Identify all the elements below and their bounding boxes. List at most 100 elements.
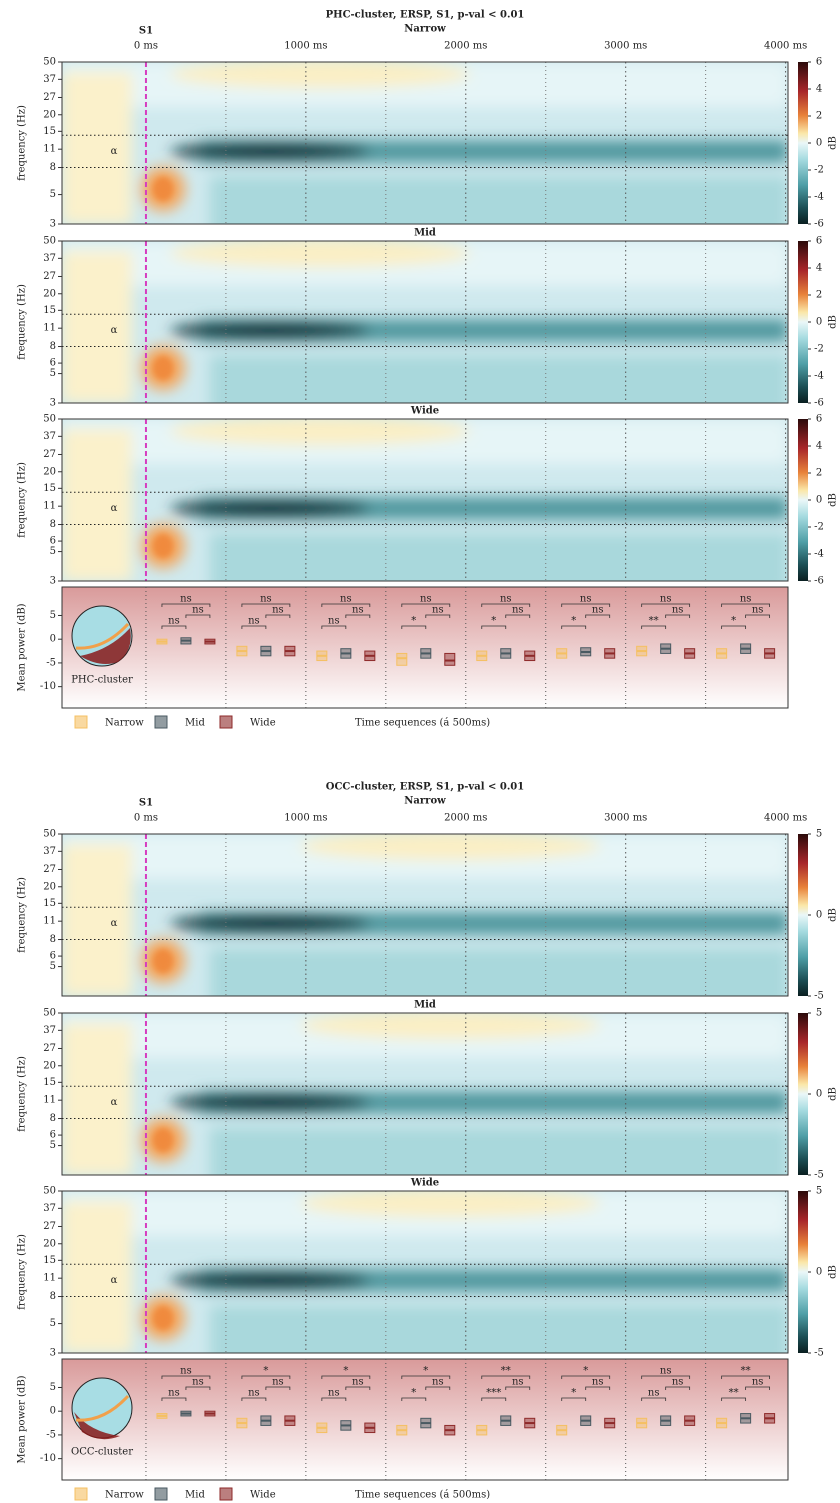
sig-bracket bbox=[505, 614, 531, 618]
colorbar-tick-label: -6 bbox=[814, 576, 824, 587]
legend-label: Narrow bbox=[105, 718, 144, 729]
sig-bracket bbox=[561, 625, 587, 629]
panel-label: Mid bbox=[414, 228, 436, 239]
sig-bracket bbox=[721, 1397, 747, 1401]
theta-core bbox=[153, 534, 173, 559]
freq-tick-label: 8 bbox=[50, 519, 56, 530]
sig-bracket bbox=[185, 614, 211, 618]
sig-bracket bbox=[425, 1386, 451, 1390]
sig-label: ns bbox=[192, 605, 204, 616]
sig-label: ns bbox=[660, 1366, 672, 1377]
panel-frame bbox=[61, 418, 789, 582]
panel-frame bbox=[61, 833, 789, 997]
colorbar-tick-label: -5 bbox=[814, 1348, 824, 1359]
sig-bracket bbox=[641, 1397, 667, 1401]
boxplot-x-label: Time sequences (á 500ms) bbox=[355, 718, 490, 729]
prestim-region bbox=[62, 251, 132, 403]
heatmap-blobs bbox=[62, 62, 788, 224]
sig-label: ns bbox=[580, 594, 592, 605]
sig-bracket bbox=[665, 614, 691, 618]
freq-tick-label: 6 bbox=[50, 536, 56, 547]
freq-tick-label: 20 bbox=[43, 881, 56, 892]
event-label: S1 bbox=[139, 26, 153, 37]
sig-label: ** bbox=[729, 1388, 739, 1399]
freq-tick-label: 11 bbox=[43, 1095, 56, 1106]
theta-core bbox=[153, 1306, 173, 1331]
sig-label: ns bbox=[340, 594, 352, 605]
sig-bracket bbox=[401, 1375, 451, 1379]
colorbar bbox=[798, 241, 808, 403]
freq-tick-label: 11 bbox=[43, 144, 56, 155]
figure-panel: OCC-cluster, ERSP, S1, p-val < 0.01 S1 0 m… bbox=[17, 782, 839, 1501]
alpha-core bbox=[170, 499, 370, 518]
panel-label: Narrow bbox=[404, 796, 446, 807]
sig-label: ns bbox=[168, 616, 180, 627]
sig-bracket bbox=[321, 1375, 371, 1379]
sig-label: ns bbox=[432, 1377, 444, 1388]
sig-bracket bbox=[665, 1386, 691, 1390]
positive-region bbox=[170, 419, 470, 445]
freq-tick-label: 3 bbox=[50, 398, 56, 409]
panel-frame bbox=[61, 240, 789, 404]
freq-tick-label: 3 bbox=[50, 576, 56, 587]
sig-bracket bbox=[161, 625, 187, 629]
freq-tick-label: 50 bbox=[43, 1186, 56, 1197]
freq-tick-label: 5 bbox=[50, 189, 56, 200]
sig-bracket bbox=[241, 603, 291, 607]
sig-label: * bbox=[571, 616, 576, 627]
freq-tick-label: 50 bbox=[43, 1008, 56, 1019]
freq-tick-label: 27 bbox=[43, 1043, 56, 1054]
freq-tick-label: 11 bbox=[43, 501, 56, 512]
topo-warm bbox=[75, 622, 130, 650]
box bbox=[444, 652, 456, 666]
boxplot-bg bbox=[62, 587, 788, 708]
heatmap bbox=[62, 1013, 788, 1175]
freq-tick-label: 11 bbox=[43, 1273, 56, 1284]
heatmap bbox=[62, 834, 788, 996]
legend-label: Wide bbox=[250, 1490, 276, 1501]
freq-tick-label: 8 bbox=[50, 1291, 56, 1302]
colorbar-tick-label: -4 bbox=[814, 371, 824, 382]
boxplot-y-tick-label: 5 bbox=[50, 1382, 56, 1393]
colorbar-tick-label: 6 bbox=[816, 414, 822, 425]
sig-bracket bbox=[641, 625, 667, 629]
colorbar-tick-label: -5 bbox=[814, 991, 824, 1002]
legend-swatch bbox=[74, 715, 88, 729]
sig-label: * bbox=[343, 1366, 348, 1377]
panel-label: Mid bbox=[414, 1000, 436, 1011]
freq-tick-label: 15 bbox=[43, 483, 56, 494]
freq-tick-label: 5 bbox=[50, 546, 56, 557]
colorbar-tick-label: 0 bbox=[816, 1089, 822, 1100]
boxplot-frame bbox=[61, 586, 789, 709]
prestim-region bbox=[62, 429, 132, 581]
sig-label: ns bbox=[180, 1366, 192, 1377]
sig-bracket bbox=[321, 1397, 347, 1401]
prestim-region bbox=[62, 1023, 132, 1175]
colorbar-label: dB bbox=[828, 136, 839, 150]
freq-tick-label: 3 bbox=[50, 219, 56, 230]
sig-label: ns bbox=[328, 616, 340, 627]
sig-bracket bbox=[641, 603, 691, 607]
sig-bracket bbox=[505, 1386, 531, 1390]
sig-label: * bbox=[731, 616, 736, 627]
sig-label: ns bbox=[260, 594, 272, 605]
heatmap bbox=[62, 62, 788, 224]
colorbar-tick-label: -5 bbox=[814, 1170, 824, 1181]
sig-bracket bbox=[481, 1375, 531, 1379]
alpha-label: α bbox=[111, 1097, 118, 1108]
freq-tick-label: 8 bbox=[50, 162, 56, 173]
freq-tick-label: 37 bbox=[43, 431, 56, 442]
low-band bbox=[210, 176, 788, 224]
freq-tick-label: 15 bbox=[43, 1255, 56, 1266]
sig-bracket bbox=[401, 603, 451, 607]
sig-bracket bbox=[401, 1397, 427, 1401]
sig-label: * bbox=[423, 1366, 428, 1377]
topo-hot bbox=[74, 1412, 120, 1440]
sig-bracket bbox=[321, 603, 371, 607]
heatmap bbox=[62, 1191, 788, 1353]
freq-tick-label: 8 bbox=[50, 1113, 56, 1124]
